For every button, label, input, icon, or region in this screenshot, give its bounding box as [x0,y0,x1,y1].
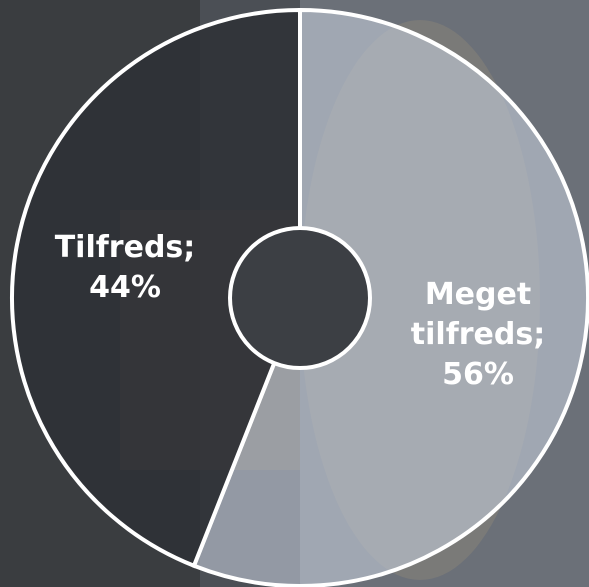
data-label: Meget tilfreds; 56% [410,277,546,392]
slices [10,7,589,587]
donut-slice [10,7,302,569]
donut-slice [191,7,589,587]
donut-hole [228,226,372,370]
data-label: Tilfreds; 44% [54,230,196,305]
